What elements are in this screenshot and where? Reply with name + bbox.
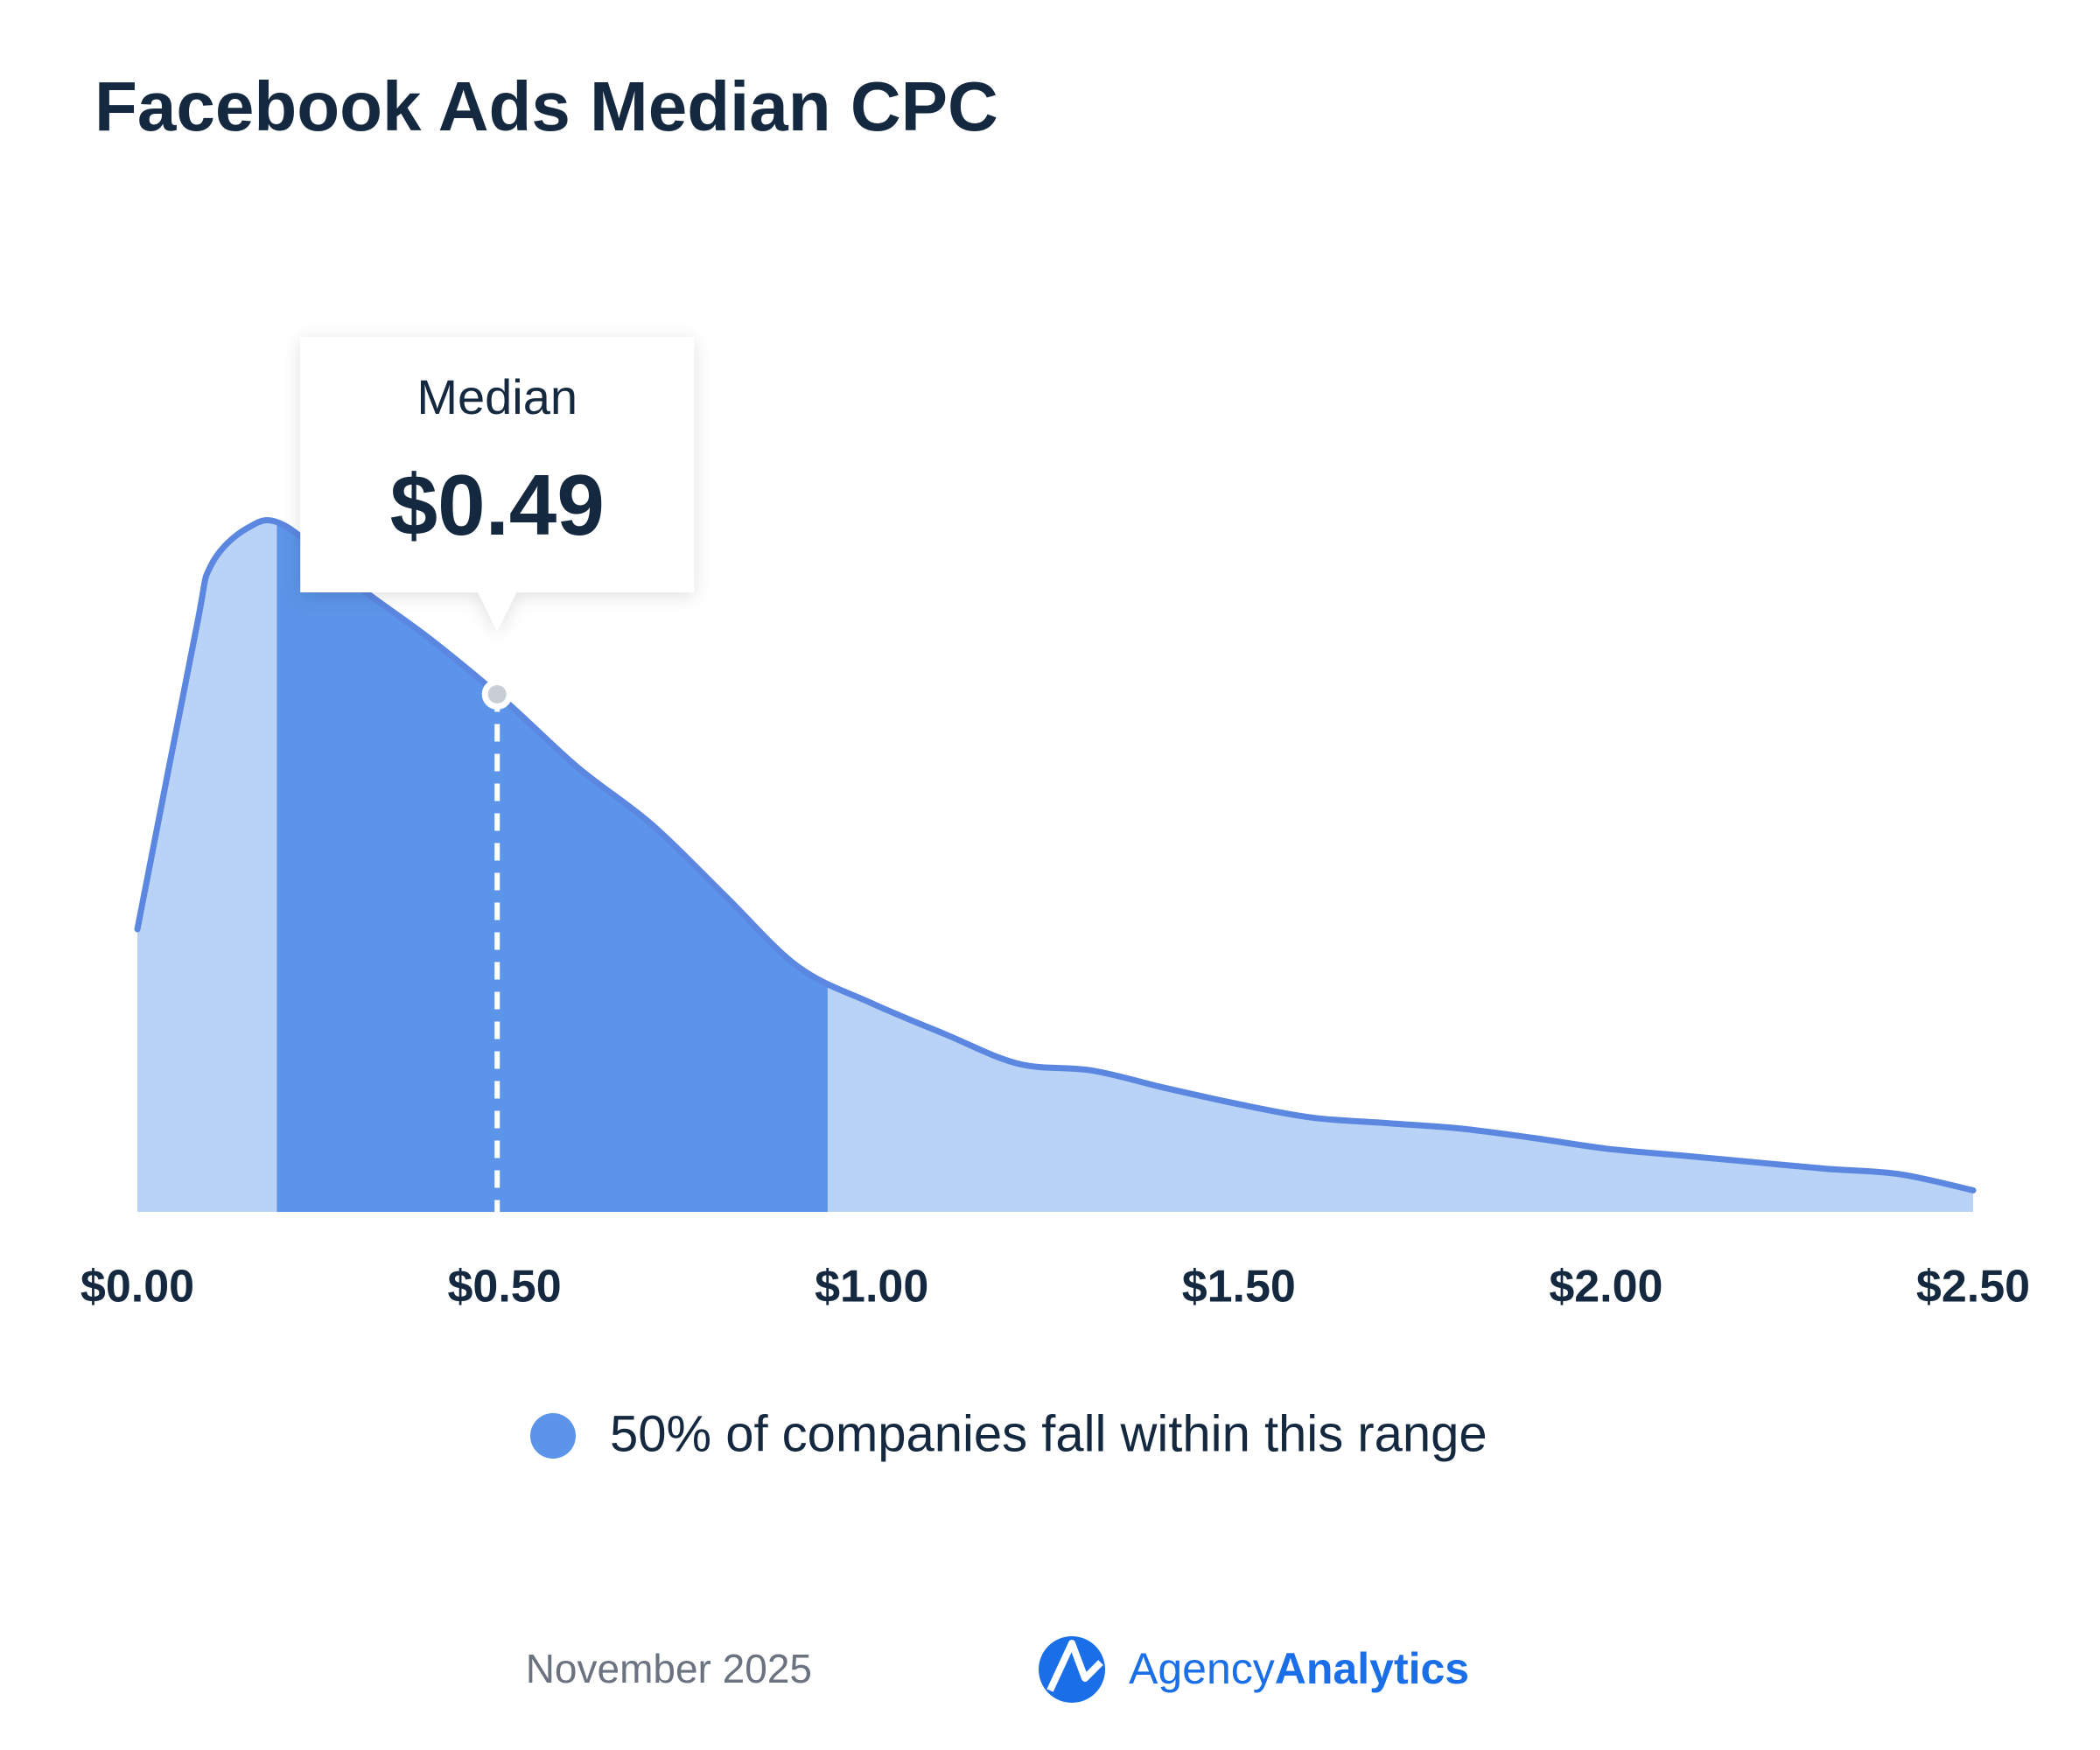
x-tick-label: $1.00 [815,1262,928,1312]
chart-title: Facebook Ads Median CPC [94,67,998,145]
plot-area [134,516,1977,1212]
x-tick-label: $0.00 [80,1262,194,1312]
legend-swatch [530,1413,576,1459]
x-tick-label: $2.00 [1549,1262,1662,1312]
brand-logo: AgencyAnalytics [1039,1636,1469,1703]
x-tick-label: $2.50 [1916,1262,2030,1312]
tooltip-title: Median [416,369,578,424]
footer-date: November 2025 [526,1646,812,1691]
median-dot [481,678,513,710]
highlight-area [276,522,828,1212]
tooltip-box [300,337,695,632]
x-tick-label: $1.50 [1182,1262,1296,1312]
brand-name: AgencyAnalytics [1129,1644,1469,1693]
legend-label: 50% of companies fall within this range [610,1405,1488,1462]
logo-mark [1046,1640,1103,1692]
brand-light: Agency [1129,1644,1275,1693]
tooltip-value: $0.49 [390,457,605,553]
median-tooltip: Median $0.49 [300,337,695,1212]
x-tick-label: $0.50 [448,1262,562,1312]
brand-bold: Analytics [1275,1644,1469,1693]
density-line [134,516,1977,1194]
